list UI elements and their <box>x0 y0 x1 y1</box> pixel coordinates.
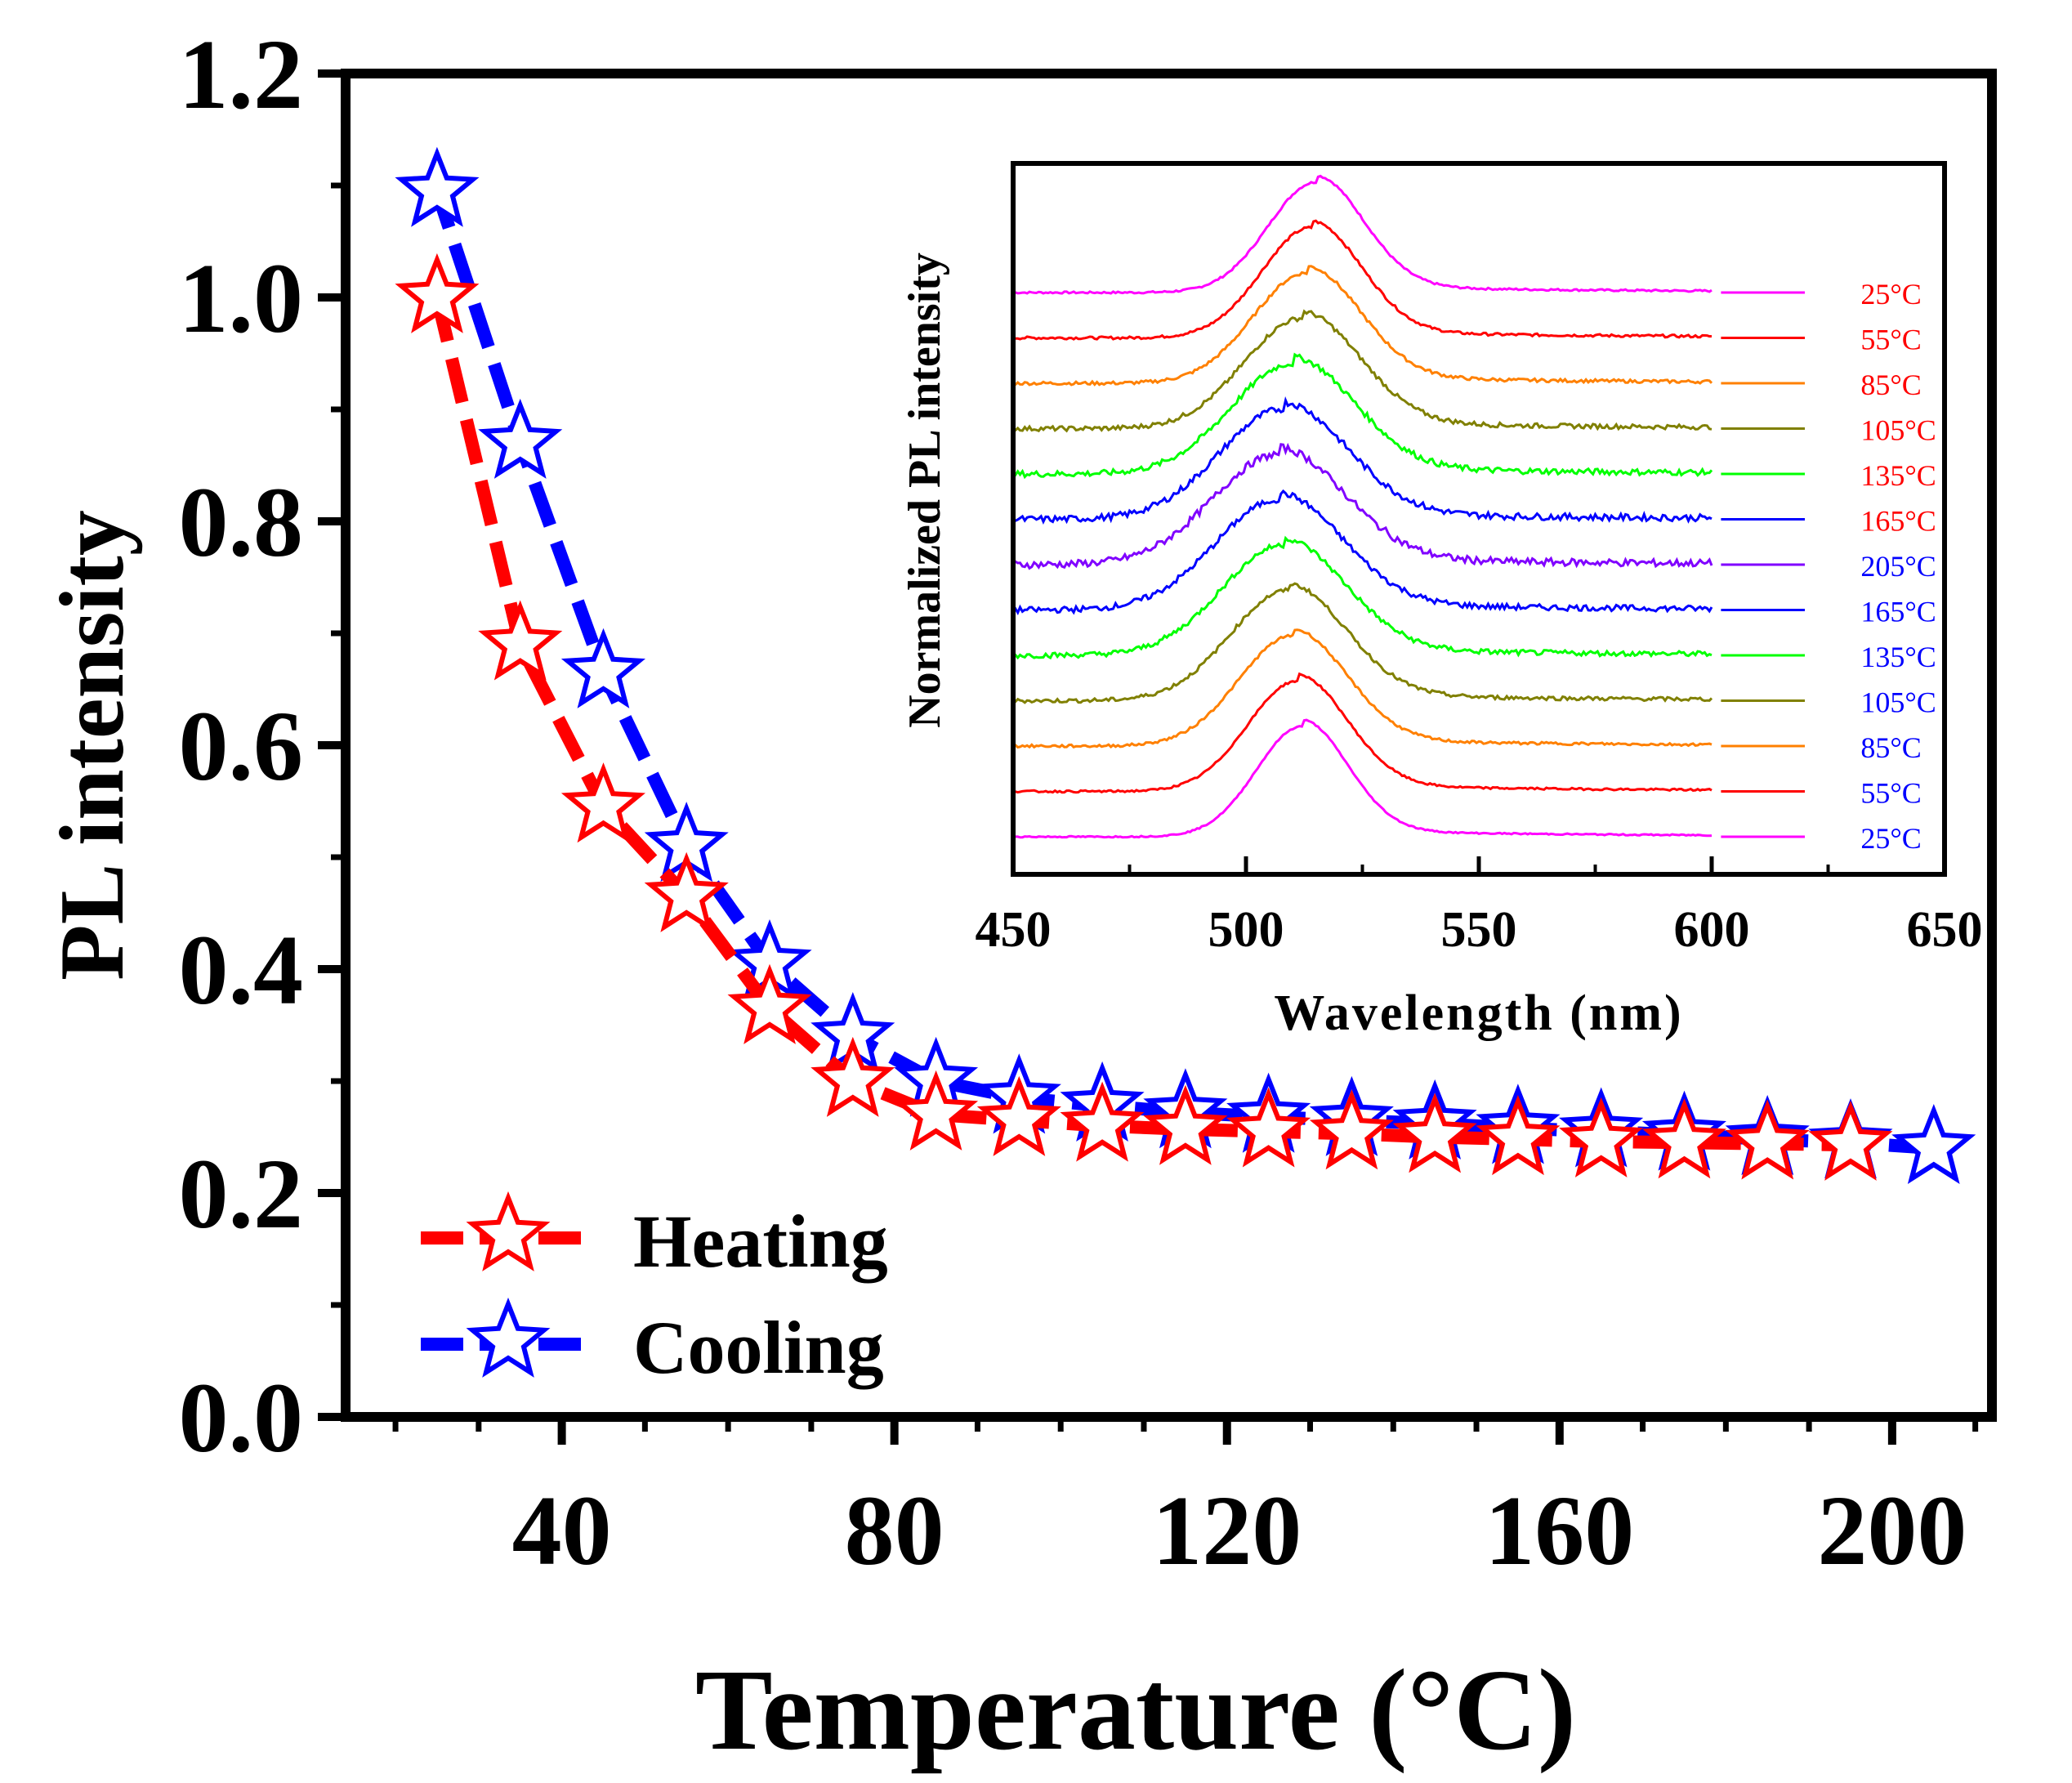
point-heating <box>1808 1100 1893 1181</box>
spectrum-8: 165°C <box>1012 489 1936 628</box>
y-tick-label: 0.4 <box>179 915 304 1026</box>
spectrum-line <box>1012 219 1713 341</box>
point-heating <box>1392 1093 1477 1173</box>
point-heating <box>1309 1089 1394 1170</box>
spectrum-temperature-label: 135°C <box>1860 459 1936 492</box>
spectrum-line <box>1012 265 1713 387</box>
spectrum-3: 85°C <box>1012 265 1922 401</box>
legend-item-cooling: Cooling <box>421 1297 884 1389</box>
spectrum-7: 205°C <box>1012 442 1936 583</box>
inset-x-tick-label: 600 <box>1674 902 1750 958</box>
spectrum-line <box>1011 582 1713 704</box>
spectrum-line <box>1012 442 1713 570</box>
spectrum-4: 105°C <box>1012 309 1936 447</box>
y-tick-label: 0.8 <box>179 467 304 578</box>
spectrum-12: 55°C <box>1012 672 1922 810</box>
spectrum-line <box>1012 489 1713 615</box>
x-tick-label: 160 <box>1485 1476 1634 1586</box>
legend-label-cooling: Cooling <box>633 1306 884 1389</box>
point-heating <box>560 762 645 843</box>
inset-plot-frame <box>1011 161 1947 877</box>
main-tick-labels: 40 80 120 160 200 0.0 0.2 0.4 0.6 0.8 1.0 1.2 <box>179 20 1967 1586</box>
spectrum-temperature-label: 105°C <box>1860 686 1936 719</box>
inset-y-axis-label: Normalized PL intensity <box>900 252 950 728</box>
spectrum-5: 135°C <box>1011 352 1936 492</box>
spectrum-temperature-label: 165°C <box>1860 505 1936 538</box>
spectrum-line <box>1012 395 1713 525</box>
x-axis-label: Temperature (°C) <box>695 1645 1576 1774</box>
point-heating <box>1559 1097 1644 1177</box>
point-heating <box>727 963 812 1044</box>
legend-item-heating: Heating <box>421 1191 888 1283</box>
point-heating <box>395 252 480 333</box>
spectrum-temperature-label: 25°C <box>1860 278 1921 311</box>
spectrum-9: 135°C <box>1012 535 1936 673</box>
inset-x-tick-label: 650 <box>1907 902 1983 958</box>
inset-series: 25°C 55°C 85°C 105°C 135°C 165°C 205°C 165°C 135… <box>1011 174 1936 855</box>
spectrum-11: 85°C <box>1012 628 1922 764</box>
x-tick-label: 120 <box>1152 1476 1302 1586</box>
spectrum-line <box>1012 309 1713 433</box>
spectrum-temperature-label: 165°C <box>1860 596 1936 628</box>
spectrum-temperature-label: 85°C <box>1860 369 1921 401</box>
spectrum-line <box>1012 672 1713 794</box>
x-tick-label: 200 <box>1817 1476 1967 1586</box>
spectrum-line <box>1012 174 1713 295</box>
inset-tick-labels: 450 500 550 600 650 <box>976 902 1983 958</box>
legend-marker-cooling <box>466 1297 551 1378</box>
spectrum-1: 25°C <box>1012 174 1922 311</box>
spectrum-temperature-label: 55°C <box>1860 777 1921 810</box>
point-heating <box>1476 1094 1561 1176</box>
inset-x-tick-label: 550 <box>1441 902 1517 958</box>
point-cooling <box>560 628 645 708</box>
spectrum-10: 105°C <box>1011 582 1936 719</box>
y-tick-label: 0.6 <box>179 691 304 802</box>
spectrum-temperature-label: 105°C <box>1860 414 1936 447</box>
point-heating <box>1725 1099 1810 1180</box>
point-heating <box>1226 1087 1311 1168</box>
point-heating <box>1143 1084 1228 1165</box>
main-series <box>395 146 1976 1185</box>
y-tick-label: 0.2 <box>179 1139 304 1249</box>
spectrum-temperature-label: 205°C <box>1860 550 1936 583</box>
legend-marker-heating <box>466 1191 551 1271</box>
point-cooling <box>478 398 563 479</box>
x-tick-label: 40 <box>512 1476 612 1586</box>
point-heating <box>478 600 563 681</box>
y-axis-label: PL intensity <box>42 510 143 981</box>
spectrum-13: 25°C <box>1012 718 1922 855</box>
spectrum-line <box>1012 718 1713 839</box>
main-plot-frame <box>341 69 1997 1422</box>
y-tick-label: 0.0 <box>179 1363 304 1473</box>
inset-x-axis-label: Wavelength (nm) <box>1274 985 1683 1041</box>
series-heating <box>395 252 1893 1181</box>
x-tick-label: 80 <box>845 1476 944 1586</box>
point-cooling <box>1891 1104 1976 1185</box>
point-heating <box>1641 1098 1726 1179</box>
spectrum-temperature-label: 135°C <box>1860 641 1936 673</box>
point-heating <box>976 1075 1061 1156</box>
legend: Heating Cooling <box>421 1191 888 1389</box>
inset-x-tick-label: 500 <box>1208 902 1284 958</box>
point-heating <box>810 1036 895 1117</box>
inset-x-tick-label: 450 <box>976 902 1052 958</box>
point-heating <box>1060 1081 1145 1162</box>
main-chart: 40 80 120 160 200 0.0 0.2 0.4 0.6 0.8 1.0 1.2 Tempe… <box>42 20 1997 1774</box>
spectrum-2: 55°C <box>1012 219 1922 356</box>
spectrum-temperature-label: 55°C <box>1860 324 1921 356</box>
legend-label-heating: Heating <box>633 1200 888 1283</box>
inset-chart: 25°C 55°C 85°C 105°C 135°C 165°C 205°C 165°C 135… <box>900 161 1983 1041</box>
spectrum-line <box>1012 535 1713 660</box>
spectrum-temperature-label: 25°C <box>1860 822 1921 855</box>
point-heating <box>644 851 729 932</box>
y-tick-label: 1.0 <box>179 244 304 354</box>
spectrum-temperature-label: 85°C <box>1860 731 1921 764</box>
spectrum-6: 165°C <box>1012 395 1936 538</box>
point-heating <box>894 1070 979 1151</box>
spectrum-line <box>1011 352 1713 480</box>
spectrum-line <box>1012 628 1713 749</box>
y-tick-label: 1.2 <box>179 20 304 130</box>
point-cooling <box>395 146 480 227</box>
